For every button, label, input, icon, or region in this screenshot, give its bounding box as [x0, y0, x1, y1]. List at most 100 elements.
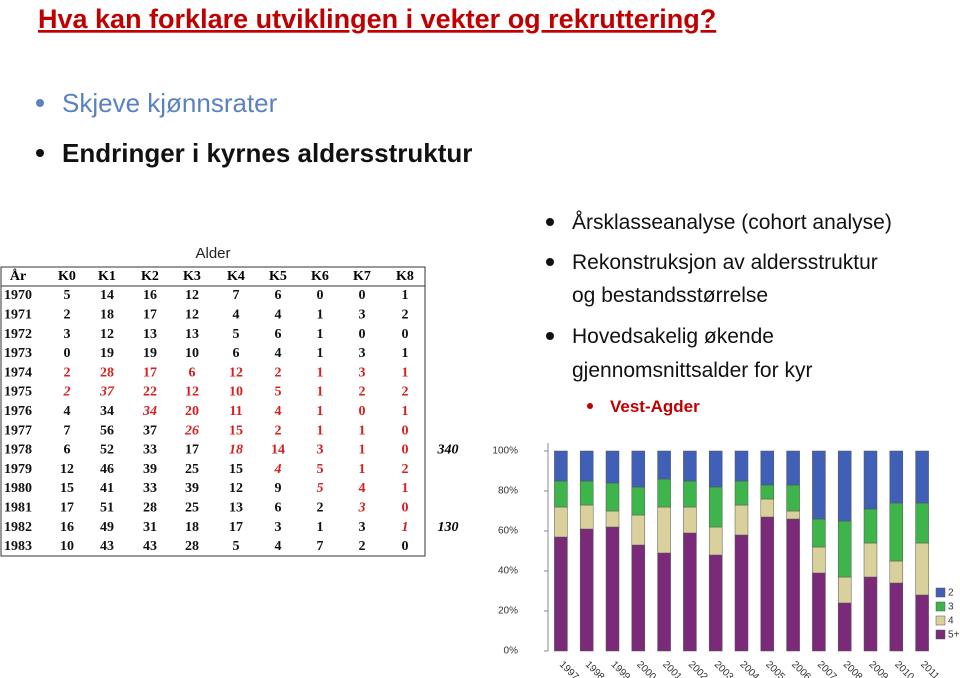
- table-cell: 51: [100, 501, 114, 516]
- row-year: 1970: [4, 288, 32, 303]
- row-year: 1971: [4, 308, 32, 323]
- side-note: 130: [438, 520, 459, 535]
- table-cell: 1: [317, 520, 324, 535]
- table-cell: 4: [233, 308, 240, 323]
- table-cell: 16: [60, 520, 74, 535]
- x-tick-label: 2009: [867, 659, 891, 678]
- bar-segment: [657, 552, 671, 652]
- table-cell: 15: [229, 423, 243, 438]
- bar-segment: [683, 532, 697, 652]
- table-cell: 10: [60, 539, 74, 554]
- table-cell: 17: [229, 520, 243, 535]
- table-header: K3: [183, 269, 201, 284]
- table-cell: 5: [317, 481, 324, 496]
- table-cell: 39: [143, 462, 157, 477]
- bar-segment: [605, 510, 620, 528]
- table-cell: 0: [402, 327, 409, 342]
- table-header: K8: [396, 269, 414, 284]
- bar-segment: [683, 506, 697, 534]
- table-header: År: [10, 268, 26, 284]
- table-cell: 2: [402, 462, 409, 477]
- y-tick-label: 0%: [504, 646, 519, 657]
- table-cell: 19: [143, 346, 157, 361]
- bar-segment: [631, 544, 646, 652]
- table-header: K4: [227, 269, 245, 284]
- bar-segment: [554, 450, 568, 482]
- row-year: 1976: [4, 404, 32, 419]
- table-header: K1: [98, 269, 116, 284]
- table-cell: 13: [229, 501, 243, 516]
- bar-segment: [554, 480, 568, 508]
- bar-segment: [889, 450, 904, 504]
- bar-segment: [708, 486, 723, 528]
- table-cell: 17: [60, 501, 74, 516]
- table-cell: 1: [402, 365, 409, 380]
- table-cell: 5: [233, 327, 240, 342]
- slide-title: Hva kan forklare utviklingen i vekter og…: [38, 4, 716, 34]
- bullet-dot: [36, 99, 44, 107]
- bar-segment: [605, 482, 620, 512]
- bar-segment: [631, 486, 646, 516]
- table-cell: 7: [317, 539, 324, 554]
- bar-segment: [837, 602, 852, 652]
- table-cell: 17: [143, 308, 157, 323]
- bullet: Endringer i kyrnes aldersstruktur: [62, 138, 472, 168]
- bar-segment: [837, 450, 852, 522]
- table-cell: 4: [275, 404, 282, 419]
- table-cell: 6: [275, 288, 282, 303]
- row-year: 1981: [4, 501, 32, 516]
- bar-segment: [760, 516, 775, 652]
- bar-segment: [734, 534, 749, 652]
- table-cell: 1: [402, 288, 409, 303]
- table-border: [0, 266, 426, 557]
- table-cell: 15: [60, 481, 74, 496]
- table-cell: 3: [359, 365, 366, 380]
- bullet: Rekonstruksjon av aldersstruktur: [572, 251, 878, 274]
- table-cell: 18: [185, 520, 199, 535]
- table-cell: 1: [402, 404, 409, 419]
- x-tick-label: 2002: [686, 659, 710, 678]
- bar-segment: [786, 484, 800, 512]
- bar-segment: [786, 510, 800, 520]
- table-cell: 4: [275, 308, 282, 323]
- table-cell: 28: [100, 365, 114, 380]
- table-cell: 46: [100, 462, 114, 477]
- table-cell: 12: [229, 365, 243, 380]
- table-cell: 34: [142, 404, 157, 419]
- bullet: og bestandsstørrelse: [572, 284, 768, 307]
- table-cell: 3: [359, 346, 366, 361]
- row-year: 1975: [4, 385, 32, 400]
- table-cell: 5: [64, 288, 71, 303]
- table-cell: 3: [275, 520, 282, 535]
- bar-segment: [683, 450, 697, 482]
- table-cell: 0: [402, 501, 409, 516]
- table-cell: 39: [185, 481, 199, 496]
- bar-segment: [915, 450, 929, 504]
- table-cell: 5: [275, 385, 282, 400]
- table-header: K2: [141, 269, 159, 284]
- table-cell: 0: [402, 443, 409, 458]
- row-year: 1977: [4, 423, 32, 438]
- table-cell: 7: [64, 423, 71, 438]
- bar-segment: [554, 536, 568, 652]
- table-cell: 1: [402, 481, 409, 496]
- y-tick-label: 80%: [498, 486, 518, 497]
- bar-segment: [786, 450, 800, 486]
- sub-bullet: Vest-Agder: [610, 397, 700, 416]
- bar-segment: [631, 450, 646, 488]
- table-cell: 22: [143, 385, 157, 400]
- bar-segment: [863, 450, 878, 510]
- table-cell: 33: [143, 481, 157, 496]
- bar-segment: [889, 502, 904, 562]
- bar-segment: [708, 554, 723, 652]
- table-cell: 43: [143, 539, 157, 554]
- bar-segment: [683, 480, 697, 508]
- x-tick-label: 2001: [660, 659, 684, 678]
- x-tick-label: 2007: [815, 659, 839, 678]
- table-cell: 18: [229, 443, 243, 458]
- y-tick-label: 100%: [492, 446, 518, 457]
- row-year: 1983: [4, 539, 32, 554]
- bar-segment: [812, 572, 826, 652]
- bar-segment: [760, 450, 775, 486]
- table-cell: 1: [317, 327, 324, 342]
